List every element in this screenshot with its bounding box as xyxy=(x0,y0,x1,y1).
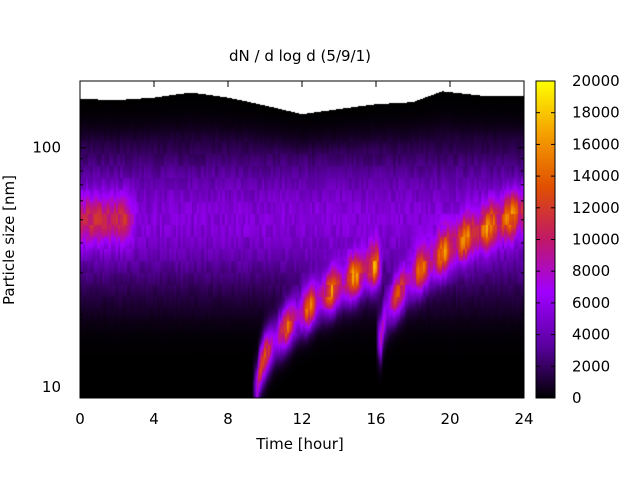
colorbar-tick-label: 0 xyxy=(572,389,582,407)
y-tick-label: 10 xyxy=(42,378,61,396)
colorbar-tick-label: 16000 xyxy=(572,135,620,153)
heatmap-plot xyxy=(79,80,525,399)
x-tick-label: 24 xyxy=(514,410,533,428)
colorbar-tick-label: 6000 xyxy=(572,294,610,312)
x-tick-label: 12 xyxy=(292,410,311,428)
x-tick-label: 0 xyxy=(75,410,85,428)
x-tick-label: 20 xyxy=(440,410,459,428)
y-axis: 10 100 xyxy=(32,139,524,399)
x-axis-label: Time [hour] xyxy=(255,435,344,453)
colorbar-tick-label: 20000 xyxy=(572,72,620,90)
colorbar-ticks: 0 2000 4000 6000 8000 10000 12000 14000 16000 180… xyxy=(536,72,620,407)
y-tick-label: 100 xyxy=(32,139,61,157)
colorbar-tick-label: 12000 xyxy=(572,199,620,217)
x-axis: 0 4 8 12 16 20 24 xyxy=(75,81,534,428)
colorbar-tick-label: 8000 xyxy=(572,262,610,280)
heatmap-image xyxy=(80,81,524,398)
x-tick-label: 4 xyxy=(149,410,159,428)
chart-title: dN / d log d (5/9/1) xyxy=(229,47,371,65)
colorbar-tick-label: 10000 xyxy=(572,231,620,249)
colorbar: 0 2000 4000 6000 8000 10000 12000 14000 16000 180… xyxy=(535,72,620,407)
colorbar-tick-label: 18000 xyxy=(572,104,620,122)
colorbar-tick-label: 2000 xyxy=(572,357,610,375)
y-axis-label: Particle size [nm] xyxy=(0,175,18,305)
x-tick-label: 16 xyxy=(366,410,385,428)
colorbar-tick-label: 14000 xyxy=(572,167,620,185)
x-tick-label: 8 xyxy=(223,410,233,428)
colorbar-tick-label: 4000 xyxy=(572,326,610,344)
